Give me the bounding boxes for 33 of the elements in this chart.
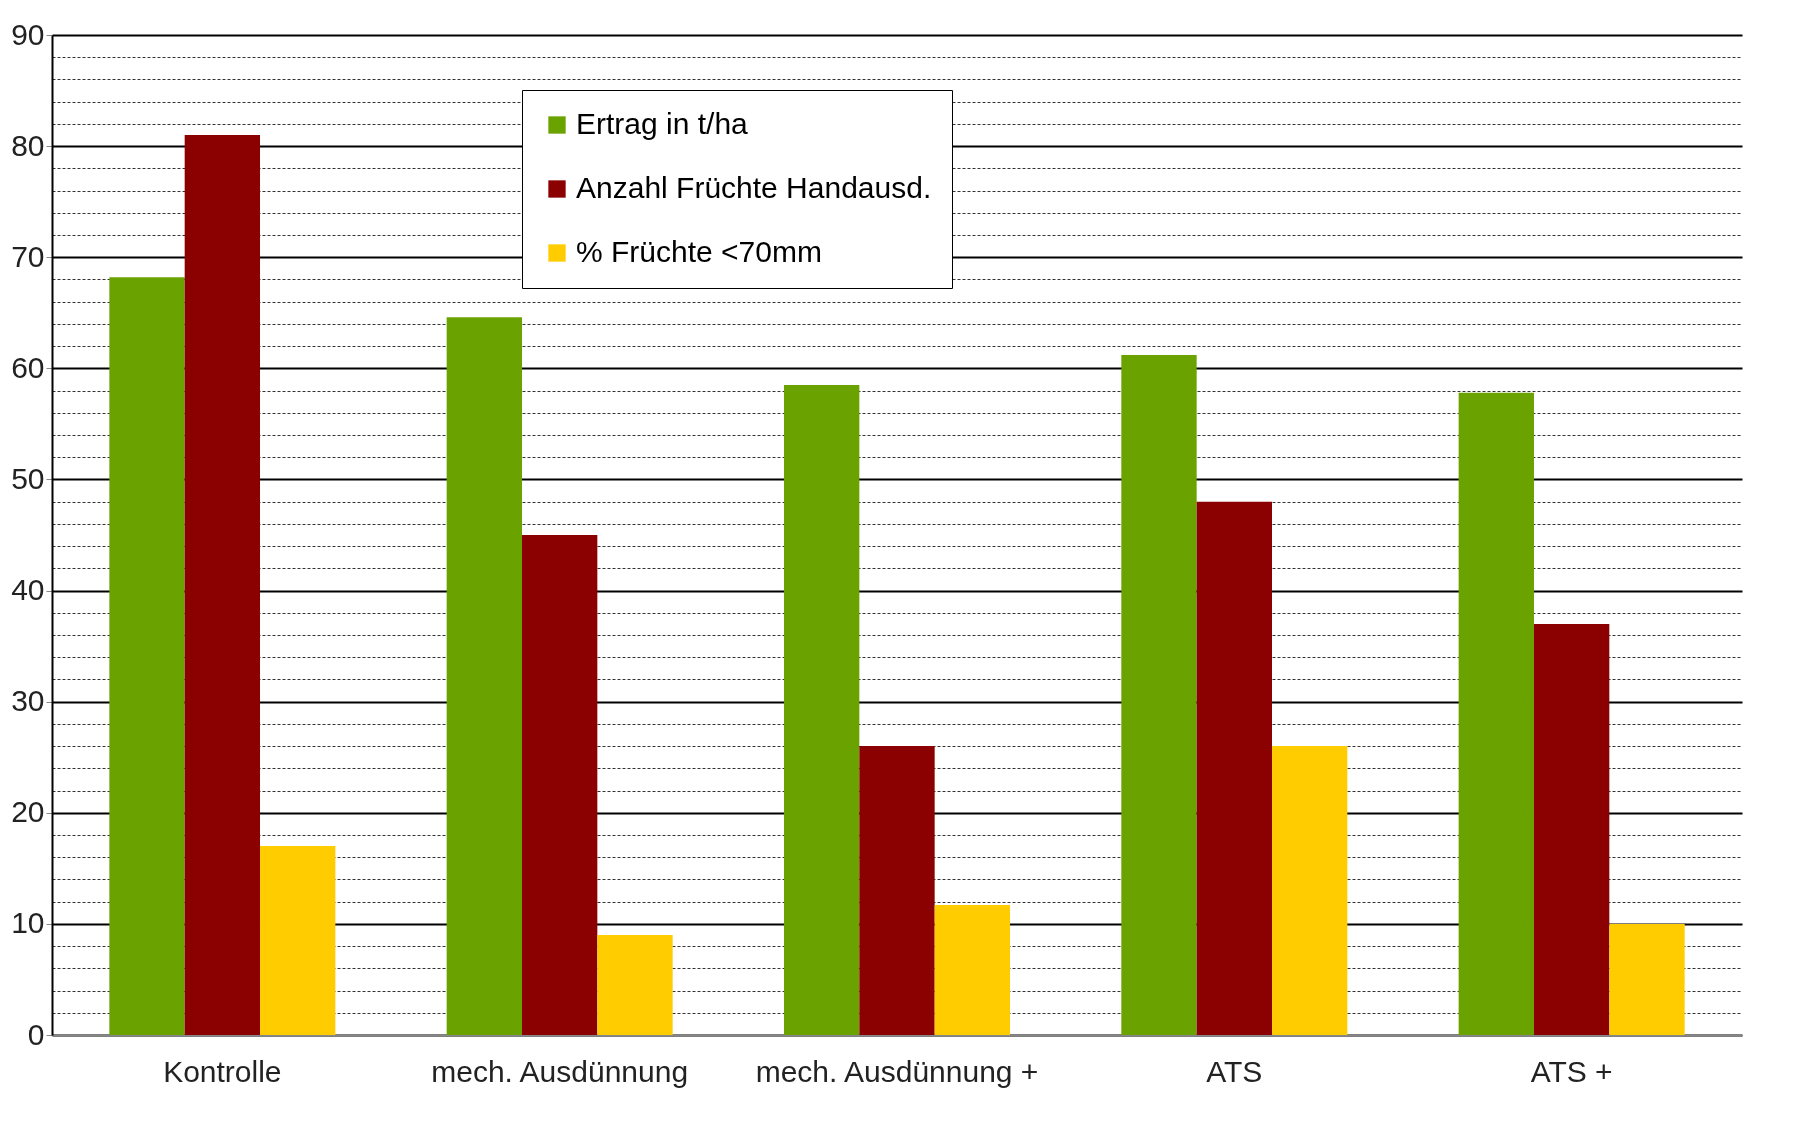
- bar: [1121, 355, 1197, 1035]
- x-tick-label: Kontrolle: [163, 1054, 282, 1088]
- y-tick-label: 10: [11, 906, 45, 940]
- bar: [1609, 923, 1685, 1035]
- y-tick-label: 20: [11, 795, 45, 829]
- bar: [184, 135, 261, 1035]
- bar: [1458, 392, 1534, 1035]
- y-tick-label: 80: [11, 128, 45, 162]
- y-tick-label: 40: [11, 573, 45, 607]
- x-tick-label: mech. Ausdünnung +: [755, 1054, 1039, 1088]
- y-tick-label: 60: [11, 350, 45, 384]
- y-tick-label: 30: [11, 684, 45, 718]
- bar: [597, 935, 673, 1035]
- legend-label: Ertrag in t/ha: [576, 107, 749, 140]
- x-tick-label: ATS +: [1530, 1054, 1613, 1088]
- bar: [109, 277, 185, 1035]
- bar: [446, 317, 523, 1035]
- bar: [1271, 746, 1348, 1035]
- bar: [859, 746, 935, 1035]
- bar: [1533, 623, 1610, 1035]
- x-tick-label: ATS: [1206, 1054, 1263, 1088]
- bar: [260, 846, 336, 1035]
- y-tick-label: 0: [27, 1017, 45, 1051]
- legend-label: % Früchte <70mm: [576, 235, 822, 268]
- bar: [1196, 501, 1272, 1035]
- legend-label: Anzahl Früchte Handausd.: [576, 171, 932, 204]
- bar: [522, 535, 598, 1035]
- bar: [934, 905, 1010, 1035]
- bar: [784, 385, 860, 1035]
- y-tick-label: 70: [11, 239, 45, 273]
- y-tick-label: 90: [11, 17, 45, 51]
- y-tick-label: 50: [11, 461, 45, 495]
- x-tick-label: mech. Ausdünnung: [431, 1054, 689, 1088]
